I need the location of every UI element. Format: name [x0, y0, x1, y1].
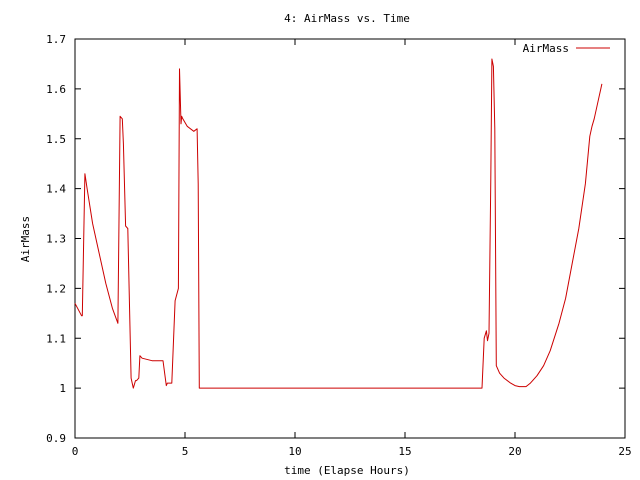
axis-ticks: 0 5 10 15 20 25 0.9 1 1.1 1.2 1.3 1.4 1.5 1.6 1.7: [46, 33, 632, 458]
x-axis-label: time (Elapse Hours): [284, 464, 410, 477]
y-tick-label: 1.1: [46, 332, 66, 345]
y-tick-label: 1: [59, 382, 66, 395]
x-tick-label: 10: [288, 445, 301, 458]
y-tick-label: 1.3: [46, 233, 66, 246]
y-axis-label: AirMass: [19, 216, 32, 262]
plot-area: [74, 38, 626, 439]
x-tick-label: 25: [618, 445, 631, 458]
y-tick-label: 1.7: [46, 33, 66, 46]
y-tick-label: 1.2: [46, 282, 66, 295]
x-tick-label: 0: [72, 445, 79, 458]
y-tick-label: 1.6: [46, 83, 66, 96]
x-tick-label: 15: [398, 445, 411, 458]
x-tick-label: 20: [508, 445, 521, 458]
y-tick-label: 1.5: [46, 133, 66, 146]
legend: AirMass: [523, 42, 610, 55]
y-tick-label: 1.4: [46, 183, 66, 196]
legend-label: AirMass: [523, 42, 569, 55]
y-tick-label: 0.9: [46, 432, 66, 445]
series-layer: [74, 58, 603, 389]
chart-title: 4: AirMass vs. Time: [284, 12, 410, 25]
series-line-airmass: [74, 58, 603, 389]
x-tick-label: 5: [182, 445, 189, 458]
